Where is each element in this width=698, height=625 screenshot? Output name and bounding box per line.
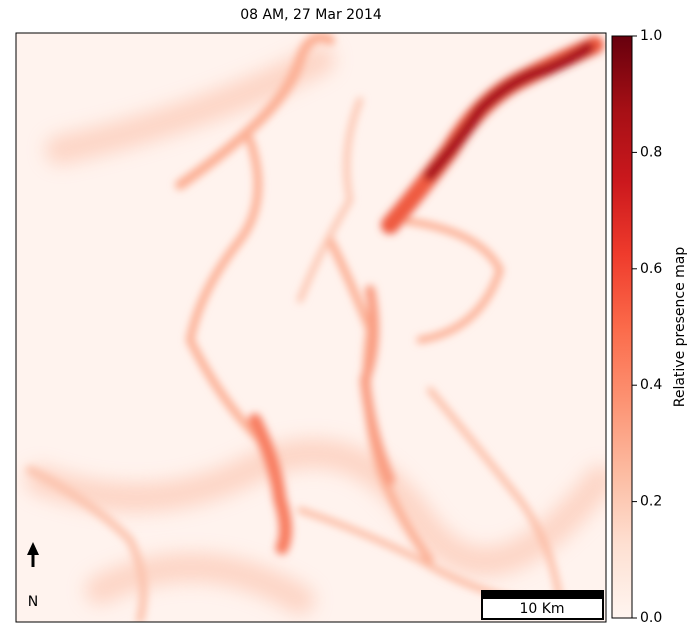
colorbar (611, 35, 633, 619)
scale-bar-box (481, 597, 604, 620)
presence-heatmap: N 10 Km (16, 33, 606, 622)
colorbar-tick-label: 0.0 (640, 610, 662, 625)
scale-bar-black (481, 590, 604, 597)
colorbar-tick-label: 1.0 (640, 28, 662, 44)
colorbar-label: Relative presence map (672, 247, 688, 408)
map-frame (15, 32, 607, 623)
colorbar-tick-label: 0.6 (640, 261, 662, 277)
colorbar-tick-label: 0.8 (640, 144, 662, 160)
colorbar-tick-label: 0.2 (640, 494, 662, 510)
north-arrow-head (27, 542, 39, 555)
north-label: N (28, 594, 38, 610)
map-title: 08 AM, 27 Mar 2014 (240, 7, 382, 23)
scale-bar-label: 10 Km (519, 601, 564, 617)
colorbar-tick-label: 0.4 (640, 377, 662, 393)
